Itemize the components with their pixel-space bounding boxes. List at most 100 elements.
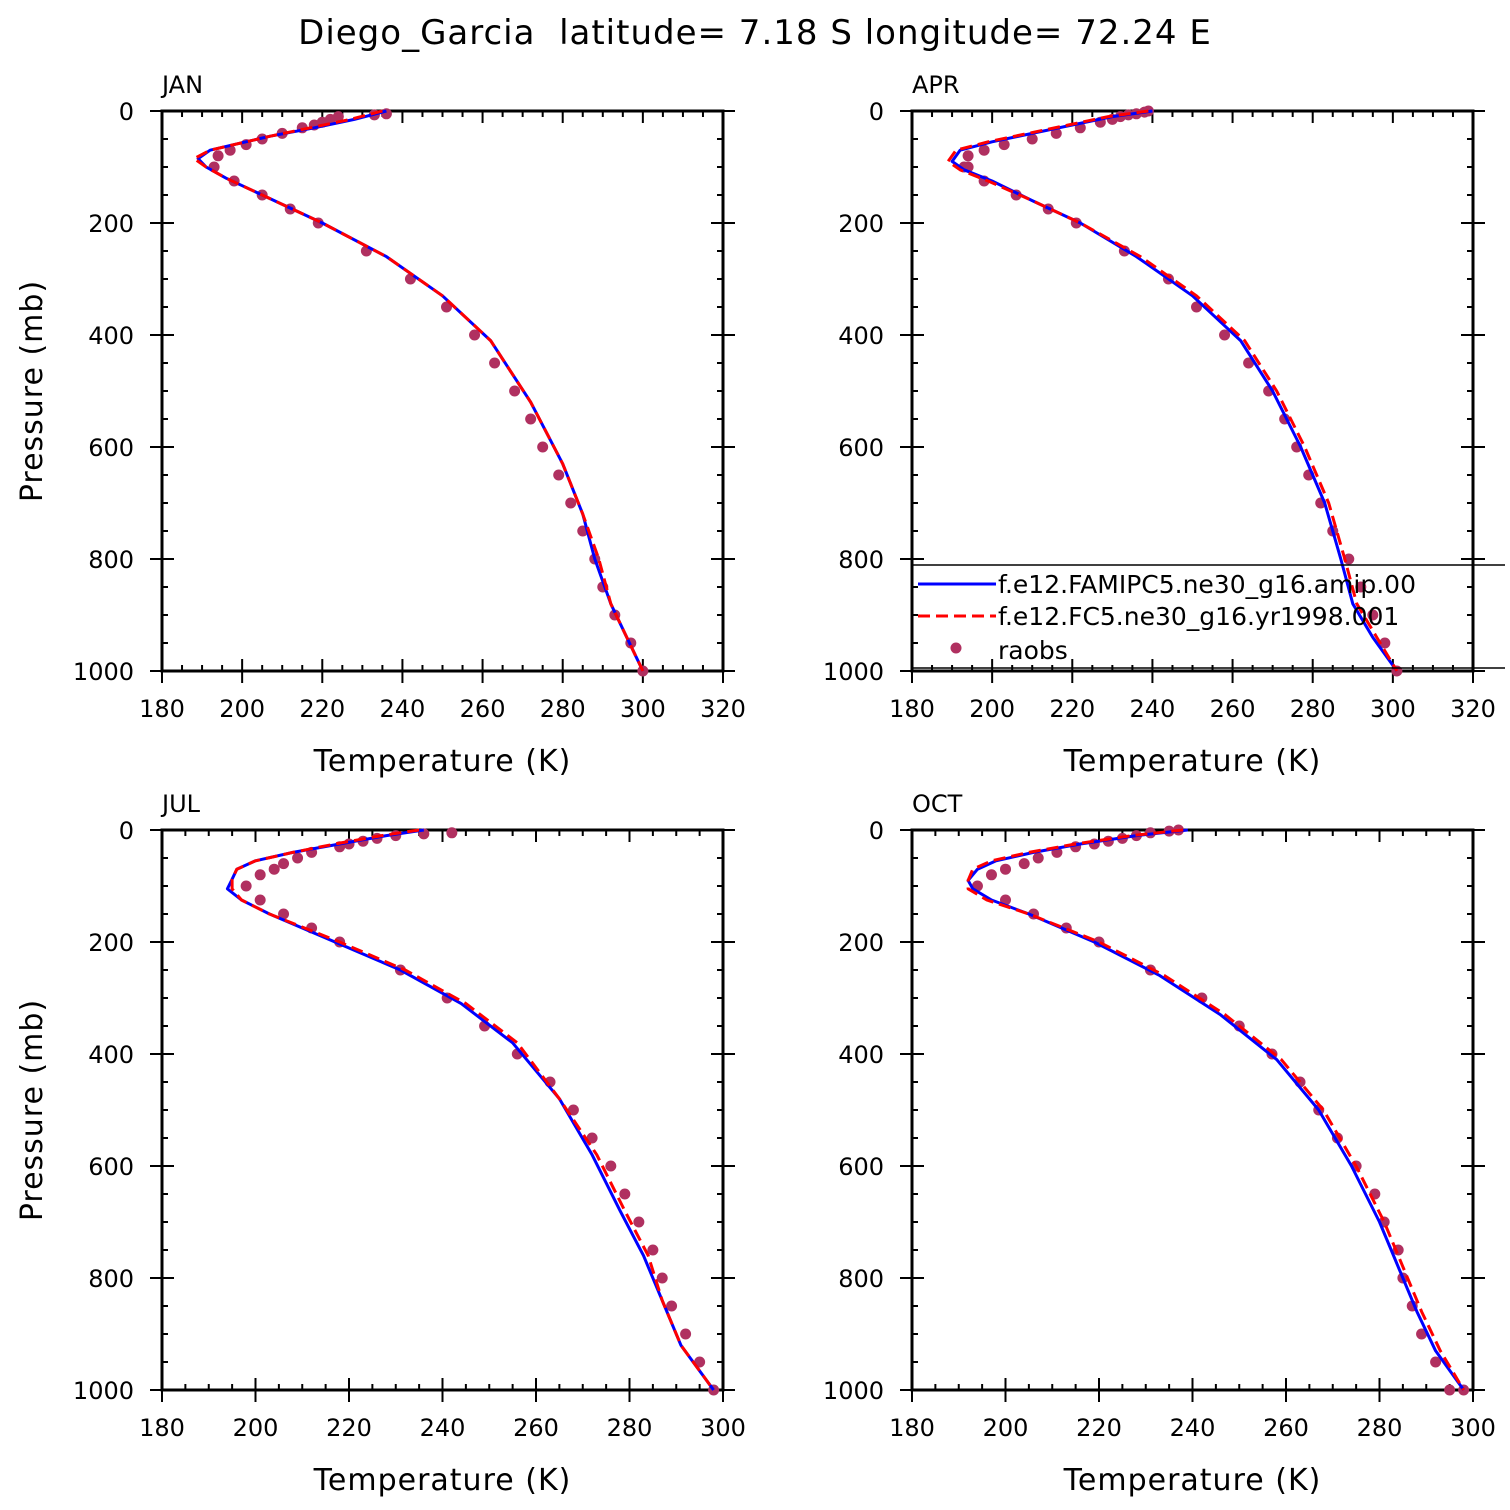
y-tick-label: 0 (119, 817, 134, 845)
x-tick-label: 280 (540, 695, 586, 723)
x-axis-label: Temperature (K) (1063, 744, 1322, 779)
panel-jul: JUL 180 200 220 240 260 280 300 0 200 400 600 800 100… (15, 790, 746, 1498)
famipc5-series-line (966, 828, 1465, 1391)
panel-title: JAN (160, 71, 203, 99)
y-tick-label: 200 (838, 929, 884, 957)
raobs-point (962, 150, 974, 162)
y-tick-label: 1000 (73, 658, 134, 686)
legend-marker-raobs (950, 642, 962, 654)
x-tick-label: 180 (139, 1414, 185, 1442)
raobs-point (509, 385, 521, 397)
y-tick-label: 800 (88, 546, 134, 574)
y-tick-label: 200 (88, 929, 134, 957)
figure-title: Diego_Garcia latitude= 7.18 S longitude=… (298, 13, 1212, 53)
y-tick-label: 0 (869, 817, 884, 845)
x-tick-label: 240 (420, 1414, 466, 1442)
y-tick-label: 600 (838, 434, 884, 462)
raobs-point (1355, 581, 1367, 593)
series-group (946, 105, 1403, 677)
x-tick-label: 320 (1450, 695, 1496, 723)
y-tick-label: 400 (88, 1041, 134, 1069)
raobs-point (268, 863, 280, 875)
x-tick-label: 220 (1049, 695, 1095, 723)
panel-oct: OCT 180 200 220 240 260 280 300 0 200 400 600 800 100… (823, 790, 1496, 1498)
raobs-point (1367, 609, 1379, 621)
raobs-point (469, 329, 481, 341)
x-tick-label: 280 (1290, 695, 1336, 723)
plot-frame (160, 109, 725, 673)
raobs-point (1000, 863, 1011, 875)
raobs-point (489, 357, 501, 369)
fc5-series-line (966, 828, 1465, 1391)
raobs-point (212, 150, 224, 162)
x-tick-label: 280 (1357, 1414, 1403, 1442)
x-tick-label: 200 (983, 1414, 1029, 1442)
y-tick-label: 800 (838, 1265, 884, 1293)
y-tick-label: 1000 (73, 1377, 134, 1405)
x-tick-label: 260 (513, 1414, 559, 1442)
raobs-point (278, 908, 290, 920)
raobs-point (1444, 1384, 1456, 1396)
raobs-point (1379, 637, 1391, 649)
raobs-point (1032, 852, 1044, 864)
x-tick-label: 240 (1130, 695, 1176, 723)
x-tick-label: 240 (1170, 1414, 1216, 1442)
raobs-point (1026, 133, 1038, 145)
plot-frame (910, 828, 1475, 1392)
x-tick-label: 220 (299, 695, 345, 723)
y-tick-label: 400 (838, 322, 884, 350)
raobs-point (1219, 329, 1231, 341)
x-tick-label: 260 (1210, 695, 1256, 723)
y-tick-label: 0 (869, 98, 884, 126)
raobs-point (1416, 1328, 1428, 1340)
raobs-point (978, 144, 990, 156)
y-tick-label: 1000 (823, 1377, 884, 1405)
raobs-point (633, 1216, 645, 1228)
y-tick-label: 200 (838, 210, 884, 238)
y-tick-label: 0 (119, 98, 134, 126)
fc5-series-line (230, 828, 715, 1391)
y-tick-label: 600 (88, 1153, 134, 1181)
y-tick-label: 800 (88, 1265, 134, 1293)
y-tick-label: 400 (838, 1041, 884, 1069)
famipc5-series-line (225, 828, 715, 1391)
x-tick-label: 320 (700, 695, 746, 723)
x-axis-label: Temperature (K) (1063, 1463, 1322, 1498)
raobs-point (666, 1300, 678, 1312)
raobs-point (537, 441, 549, 453)
x-tick-label: 200 (233, 1414, 279, 1442)
series-group (225, 827, 720, 1396)
raobs-point (998, 139, 1010, 151)
legend-entry-label: f.e12.FAMIPC5.ne30_g16.amip.00 (998, 570, 1416, 599)
raobs-point (553, 469, 565, 481)
x-tick-label: 200 (219, 695, 265, 723)
raobs-point (1430, 1356, 1442, 1368)
x-tick-label: 180 (889, 695, 935, 723)
raobs-point (1191, 301, 1203, 313)
series-group (966, 824, 1470, 1396)
x-tick-label: 300 (1450, 1414, 1496, 1442)
y-tick-label: 200 (88, 210, 134, 238)
raobs-point (619, 1188, 631, 1200)
x-tick-label: 280 (607, 1414, 653, 1442)
x-axis-label: Temperature (K) (313, 1463, 572, 1498)
raobs-point (647, 1244, 659, 1256)
panel-title: APR (912, 71, 960, 99)
raobs-point (565, 497, 577, 509)
y-tick-label: 600 (88, 434, 134, 462)
fc5-series-line (946, 109, 1399, 672)
x-axis-label: Temperature (K) (313, 744, 572, 779)
raobs-point (441, 301, 453, 313)
y-axis-label: Pressure (mb) (15, 280, 50, 502)
panel-apr: APR 180 200 220 240 260 280 300 320 0 200 400 600 800… (823, 71, 1505, 779)
panel-title: JUL (160, 790, 201, 818)
y-tick-label: 400 (88, 322, 134, 350)
raobs-point (254, 869, 266, 881)
x-tick-label: 180 (139, 695, 185, 723)
raobs-point (292, 852, 304, 864)
panel-jan: JAN 180 200 220 240 260 280 300 320 0 200 400 600 800… (15, 71, 746, 779)
raobs-point (586, 1132, 598, 1144)
y-tick-label: 800 (838, 546, 884, 574)
x-tick-label: 220 (326, 1414, 372, 1442)
